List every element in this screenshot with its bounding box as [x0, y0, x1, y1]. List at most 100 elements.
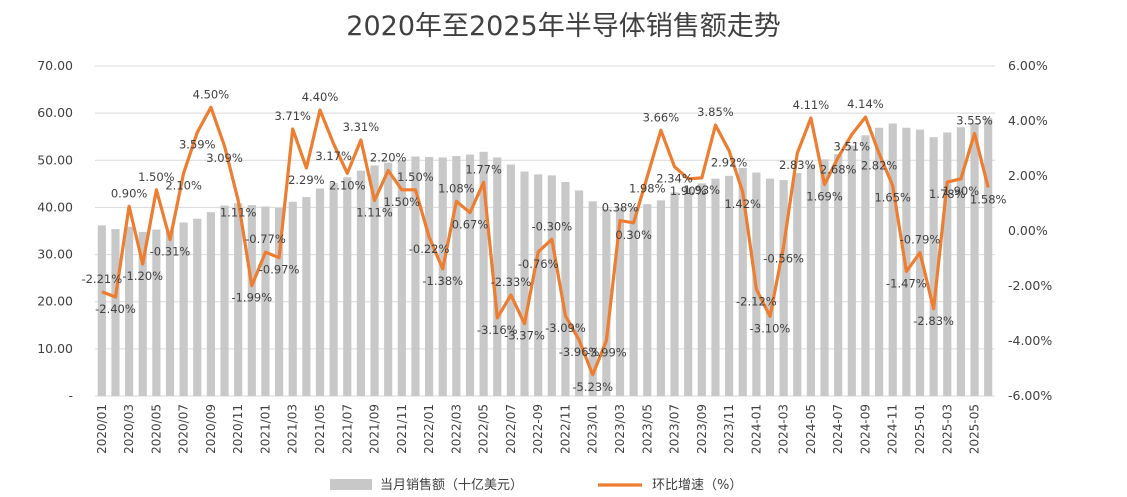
data-label: -3.16% — [477, 323, 518, 337]
bar — [670, 192, 679, 396]
x-axis-tick-label: 2023/03 — [613, 404, 627, 454]
data-label: 0.67% — [452, 218, 489, 232]
x-axis-tick-label: 2024-05 — [804, 404, 818, 454]
data-label: 3.85% — [697, 105, 734, 119]
bar — [220, 205, 229, 396]
x-axis-tick-label: 2024-11 — [886, 404, 900, 454]
data-label: 2.83% — [779, 158, 816, 172]
bar — [288, 201, 297, 396]
data-label: -2.33% — [491, 275, 532, 289]
data-label: -0.31% — [150, 245, 191, 259]
x-axis-tick-label: 2023/07 — [668, 404, 682, 454]
bar — [261, 206, 270, 396]
left-axis-tick-label: 10.00 — [37, 341, 73, 356]
left-axis-tick-label: - — [68, 388, 73, 403]
data-label: 2.82% — [861, 158, 898, 172]
bar — [956, 127, 965, 397]
data-label: 1.11% — [220, 205, 257, 219]
data-label: -2.40% — [95, 302, 136, 316]
bar — [206, 212, 215, 396]
data-label: -1.47% — [886, 276, 927, 290]
data-label: -0.30% — [531, 219, 572, 233]
bar — [943, 132, 952, 396]
data-label: 1.08% — [438, 181, 475, 195]
data-label: -0.77% — [245, 232, 286, 246]
data-label: 2.10% — [329, 178, 366, 192]
x-axis-tick-label: 2024-07 — [831, 404, 845, 454]
data-label: 2.29% — [288, 173, 325, 187]
bar — [534, 174, 543, 396]
bar — [356, 170, 365, 396]
bar — [970, 123, 979, 397]
line-series — [101, 105, 990, 377]
x-axis-tick-label: 2023/01 — [586, 404, 600, 454]
data-label: 3.09% — [206, 151, 243, 165]
data-label: 2.34% — [656, 172, 693, 186]
bar — [138, 231, 147, 396]
x-axis-tick-label: 2024-09 — [858, 404, 872, 454]
right-axis-tick-label: 2.00% — [1008, 168, 1048, 183]
data-label: 4.40% — [302, 90, 339, 104]
data-label: 1.50% — [138, 170, 175, 184]
bar — [915, 129, 925, 396]
left-axis-tick-label: 20.00 — [37, 294, 73, 309]
data-label: 3.55% — [956, 113, 993, 127]
right-axis-tick-label: 4.00% — [1008, 113, 1048, 128]
x-axis-tick-label: 2022-09 — [531, 404, 545, 454]
bar — [656, 200, 665, 396]
x-axis-tick-label: 2022/07 — [504, 404, 518, 454]
data-label: 3.31% — [343, 120, 380, 134]
legend-bar-swatch — [330, 479, 372, 490]
data-labels: -2.21% -2.40% 0.90% -1.20% 1.50% -0.31% 2.10% 3… — [81, 87, 1006, 394]
x-axis-tick-label: 2022/11 — [558, 404, 572, 454]
data-label: 4.14% — [847, 97, 884, 111]
left-axis-tick-label: 70.00 — [37, 58, 73, 73]
data-label: 2.10% — [165, 178, 202, 192]
chart-title: 2020年至2025年半导体销售额走势 — [346, 11, 781, 42]
data-label: -1.99% — [231, 291, 272, 305]
data-label: 1.78% — [929, 187, 966, 201]
mom-growth-line — [101, 105, 990, 377]
bar — [125, 226, 134, 396]
bar — [697, 183, 706, 396]
data-label: -3.09% — [545, 321, 586, 335]
bar — [425, 156, 434, 396]
bar — [575, 190, 584, 396]
bar — [193, 218, 202, 396]
right-axis-tick-label: -6.00% — [1008, 388, 1052, 403]
bar — [411, 156, 420, 396]
data-label: 1.58% — [970, 193, 1007, 207]
x-axis-tick-label: 2020/07 — [177, 404, 191, 454]
bar — [302, 197, 311, 396]
data-label: 1.69% — [806, 190, 843, 204]
bar — [547, 175, 556, 396]
bar — [984, 117, 993, 396]
bar — [684, 187, 693, 396]
x-axis-tick-label: 2020/05 — [149, 404, 163, 454]
x-axis-tick-label: 2020/01 — [95, 404, 109, 454]
data-label: -3.96% — [559, 345, 600, 359]
bar — [834, 154, 843, 396]
bar — [738, 167, 747, 396]
bar — [111, 229, 120, 396]
x-axis-tick-label: 2022/05 — [477, 404, 491, 454]
data-label: -2.12% — [736, 294, 777, 308]
x-axis-tick-label: 2025-03 — [940, 404, 954, 454]
data-label: -3.10% — [750, 321, 791, 335]
bar — [820, 159, 829, 396]
data-label: 1.77% — [465, 162, 502, 176]
bar — [929, 137, 938, 396]
bar — [465, 154, 475, 396]
data-label: 1.11% — [356, 205, 393, 219]
data-label: 0.30% — [615, 228, 652, 242]
bar — [329, 182, 338, 396]
bar — [506, 164, 515, 396]
bar — [247, 205, 256, 396]
data-label: 1.42% — [724, 197, 761, 211]
x-axis-tick-label: 2022/03 — [449, 404, 463, 454]
data-label: -2.21% — [81, 272, 122, 286]
left-axis-tick-label: 30.00 — [37, 247, 73, 262]
x-axis-tick-label: 2025-05 — [968, 404, 982, 454]
bar — [888, 123, 897, 396]
x-axis-tick-label: 2024-01 — [749, 404, 763, 454]
